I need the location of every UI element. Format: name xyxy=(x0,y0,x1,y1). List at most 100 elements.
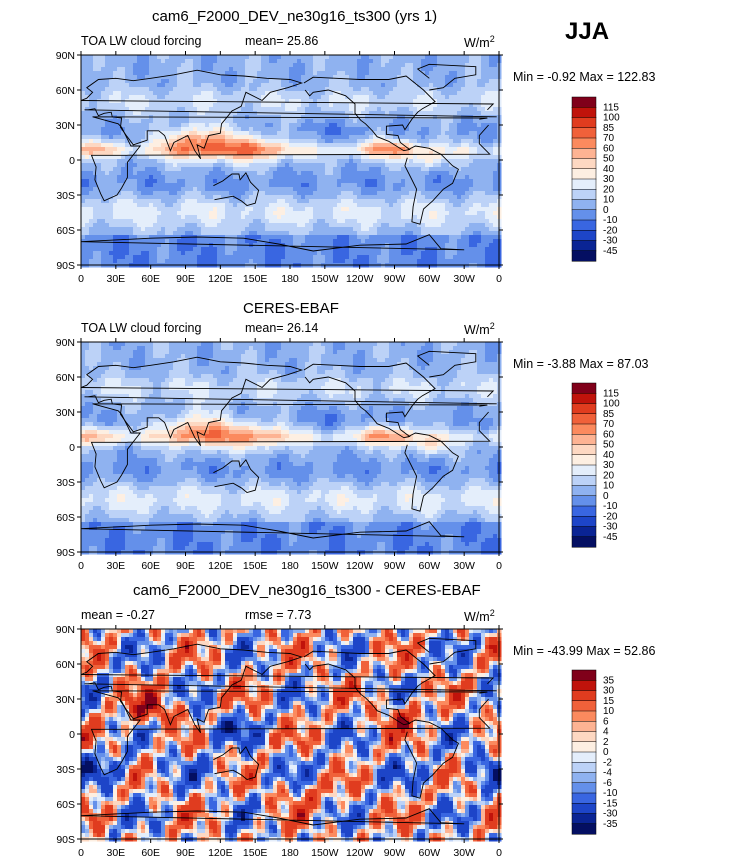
x-tick-label: 60W xyxy=(419,847,441,859)
x-tick-label: 120W xyxy=(346,847,374,859)
colorbar-swatch xyxy=(571,454,597,466)
colorbar-swatch xyxy=(571,168,597,180)
x-tick-label: 150E xyxy=(243,847,268,859)
y-tick-label: 90N xyxy=(56,624,75,636)
colorbar-label: 115 xyxy=(603,388,619,399)
x-tick-label: 150W xyxy=(311,847,339,859)
x-tick-label: 150W xyxy=(311,560,339,572)
y-tick-label: 90S xyxy=(56,547,75,559)
colorbar-swatch xyxy=(571,199,597,211)
panel-left-label-diff: mean = -0.27 xyxy=(81,608,156,622)
y-tick-label: 60S xyxy=(56,512,75,524)
units-exponent: 2 xyxy=(489,34,495,44)
colorbar-label: 0 xyxy=(603,491,609,502)
units-exponent: 2 xyxy=(489,321,495,331)
x-tick-label: 0 xyxy=(78,273,84,285)
y-tick-label: 90N xyxy=(56,50,75,62)
colorbar-label: -30 xyxy=(603,522,618,533)
x-tick-label: 120E xyxy=(208,847,233,859)
x-tick-label: 180 xyxy=(281,273,299,285)
panel-center-label-diff: rmse = 7.73 xyxy=(245,608,312,622)
y-tick-label: 30S xyxy=(56,764,75,776)
colorbar-swatch xyxy=(571,444,597,456)
colorbar-swatch xyxy=(571,423,597,435)
colorbar-swatch xyxy=(571,96,597,108)
y-tick-label: 60N xyxy=(56,372,75,384)
x-tick-label: 120E xyxy=(208,273,233,285)
x-tick-label: 180 xyxy=(281,560,299,572)
colorbar-swatch xyxy=(571,721,597,733)
colorbar-swatch xyxy=(571,107,597,119)
colorbar-swatch xyxy=(571,495,597,507)
y-tick-label: 30S xyxy=(56,190,75,202)
colorbar-label: 20 xyxy=(603,184,615,195)
colorbar-swatch xyxy=(571,209,597,221)
y-tick-label: 0 xyxy=(69,729,75,741)
x-tick-label: 30E xyxy=(106,847,125,859)
colorbar-label: 10 xyxy=(603,195,615,206)
x-tick-label: 0 xyxy=(496,560,502,572)
colorbar-label: 100 xyxy=(603,399,620,410)
units-exponent: 2 xyxy=(489,608,495,618)
colorbar-label: 70 xyxy=(603,419,615,430)
colorbar-swatch xyxy=(571,148,597,160)
panel-left-label-model: TOA LW cloud forcing xyxy=(81,34,202,48)
panel-left-label-obs: TOA LW cloud forcing xyxy=(81,321,202,335)
colorbar-label: -30 xyxy=(603,236,618,247)
colorbar-swatch xyxy=(571,690,597,702)
colorbar-label: 15 xyxy=(603,696,615,707)
colorbar-label: 60 xyxy=(603,429,615,440)
y-tick-label: 90S xyxy=(56,260,75,272)
colorbar-label: 4 xyxy=(603,727,609,738)
colorbar-swatch xyxy=(571,485,597,497)
colorbar-label: 40 xyxy=(603,164,615,175)
colorbar-label: 70 xyxy=(603,133,615,144)
colorbar-label: 50 xyxy=(603,154,615,165)
y-tick-label: 30N xyxy=(56,407,75,419)
panel-center-label-obs: mean= 26.14 xyxy=(245,321,319,335)
colorbar-label: 115 xyxy=(603,102,619,113)
x-tick-label: 90W xyxy=(384,847,406,859)
y-tick-label: 0 xyxy=(69,155,75,167)
colorbar-swatch xyxy=(571,240,597,252)
x-tick-label: 0 xyxy=(496,847,502,859)
y-tick-label: 30S xyxy=(56,477,75,489)
obs-map xyxy=(81,342,502,555)
x-tick-label: 30E xyxy=(106,273,125,285)
y-tick-label: 30N xyxy=(56,694,75,706)
x-tick-label: 60E xyxy=(141,847,160,859)
y-tick-label: 60S xyxy=(56,799,75,811)
colorbar-label: 100 xyxy=(603,113,620,124)
colorbar-label: -15 xyxy=(603,798,618,809)
colorbar-swatch xyxy=(571,710,597,722)
colorbar-swatch xyxy=(571,137,597,149)
model-map xyxy=(81,55,502,268)
panel-center-label-model: mean= 25.86 xyxy=(245,34,319,48)
colorbar-swatch xyxy=(571,127,597,139)
colorbar-swatch xyxy=(571,117,597,129)
colorbar-swatch xyxy=(571,382,597,394)
colorbar-label: -10 xyxy=(603,501,618,512)
colorbar-label: -45 xyxy=(603,532,618,543)
x-tick-label: 30W xyxy=(453,273,475,285)
colorbar-label: -35 xyxy=(603,819,618,830)
colorbar-label: -10 xyxy=(603,215,618,226)
y-tick-label: 90N xyxy=(56,337,75,349)
x-tick-label: 60W xyxy=(419,560,441,572)
colorbar-swatch xyxy=(571,413,597,425)
colorbar-label: 85 xyxy=(603,123,615,134)
colorbar-swatch xyxy=(571,823,597,835)
units-label-obs: W/m2 xyxy=(464,321,495,338)
y-tick-label: 30N xyxy=(56,120,75,132)
colorbar-swatch xyxy=(571,178,597,190)
colorbar-swatch xyxy=(571,158,597,170)
colorbar-label: -4 xyxy=(603,768,612,779)
colorbar-label: -30 xyxy=(603,809,618,820)
x-tick-label: 60E xyxy=(141,560,160,572)
colorbar-label: 20 xyxy=(603,470,615,481)
colorbar-swatch xyxy=(571,526,597,538)
colorbar-label: -2 xyxy=(603,757,612,768)
colorbar-swatch xyxy=(571,741,597,753)
x-tick-label: 120E xyxy=(208,560,233,572)
colorbar-swatch xyxy=(571,762,597,774)
